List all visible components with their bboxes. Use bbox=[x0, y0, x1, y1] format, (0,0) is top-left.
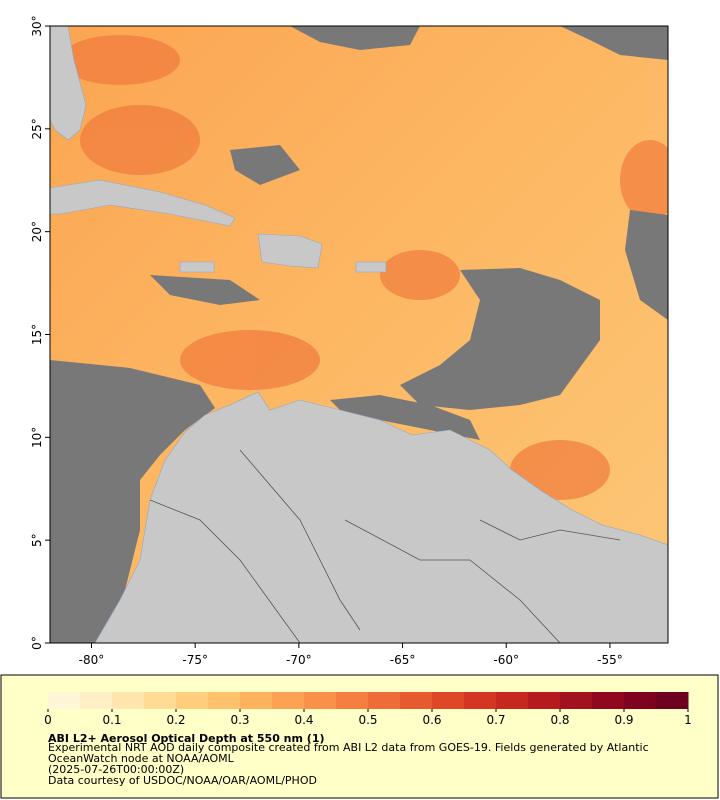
colorbar-cell bbox=[464, 692, 497, 709]
colorbar-tick-label: 0.7 bbox=[486, 713, 505, 727]
colorbar-cell bbox=[368, 692, 401, 709]
colorbar-tick-label: 0.1 bbox=[102, 713, 121, 727]
colorbar-tick-label: 0 bbox=[44, 713, 52, 727]
date: (2025-07-26T00:00:00Z) bbox=[48, 763, 185, 776]
x-tick-label: -65° bbox=[390, 653, 416, 667]
y-tick-label: 5° bbox=[30, 533, 44, 547]
y-tick-label: 20° bbox=[30, 221, 44, 242]
map bbox=[50, 26, 668, 643]
colorbar-cell bbox=[144, 692, 177, 709]
x-tick-label: -55° bbox=[597, 653, 623, 667]
land bbox=[50, 26, 668, 643]
colorbar-cell bbox=[240, 692, 273, 709]
colorbar-cell bbox=[304, 692, 337, 709]
x-tick-label: -75° bbox=[182, 653, 208, 667]
x-tick-label: -70° bbox=[286, 653, 312, 667]
legend-title: ABI L2+ Aerosol Optical Depth at 550 nm … bbox=[48, 732, 325, 745]
colorbar-tick-label: 0.9 bbox=[614, 713, 633, 727]
colorbar-tick-label: 0.5 bbox=[358, 713, 377, 727]
colorbar-cell bbox=[400, 692, 433, 709]
colorbar-tick-label: 0.4 bbox=[294, 713, 313, 727]
colorbar-tick-label: 0.6 bbox=[422, 713, 441, 727]
y-tick-label: 15° bbox=[30, 324, 44, 345]
colorbar-cell bbox=[48, 692, 81, 709]
colorbar-tick-label: 0.2 bbox=[166, 713, 185, 727]
y-tick-label: 10° bbox=[30, 427, 44, 448]
colorbar-cell bbox=[432, 692, 465, 709]
colorbar-cell bbox=[112, 692, 145, 709]
colorbar-cell bbox=[528, 692, 561, 709]
colorbar-cell bbox=[176, 692, 209, 709]
colorbar-tick-label: 1 bbox=[684, 713, 692, 727]
colorbar-cell bbox=[656, 692, 689, 709]
colorbar-cell bbox=[336, 692, 369, 709]
legend-text: Experimental NRT AOD daily composite cre… bbox=[48, 731, 688, 786]
colorbar-cell bbox=[560, 692, 593, 709]
x-tick-label: -60° bbox=[493, 653, 519, 667]
description: Experimental NRT AOD daily composite cre… bbox=[48, 741, 649, 765]
colorbar-cell bbox=[80, 692, 113, 709]
y-tick-label: 0° bbox=[30, 636, 44, 650]
credit: Data courtesy of USDOC/NOAA/OAR/AOML/PHO… bbox=[48, 774, 317, 787]
colorbar-cell bbox=[272, 692, 305, 709]
borders bbox=[149, 449, 621, 643]
colorbar-cell bbox=[592, 692, 625, 709]
colorbar-cell bbox=[624, 692, 657, 709]
colorbar-tick-label: 0.8 bbox=[550, 713, 569, 727]
colorbar-cell bbox=[208, 692, 241, 709]
clouds bbox=[50, 26, 668, 643]
colorbar-cell bbox=[496, 692, 529, 709]
y-tick-label: 30° bbox=[30, 15, 44, 36]
aod-high-patches bbox=[60, 35, 668, 500]
y-tick-label: 25° bbox=[30, 118, 44, 139]
colorbar-tick-label: 0.3 bbox=[230, 713, 249, 727]
x-tick-label: -80° bbox=[79, 653, 105, 667]
